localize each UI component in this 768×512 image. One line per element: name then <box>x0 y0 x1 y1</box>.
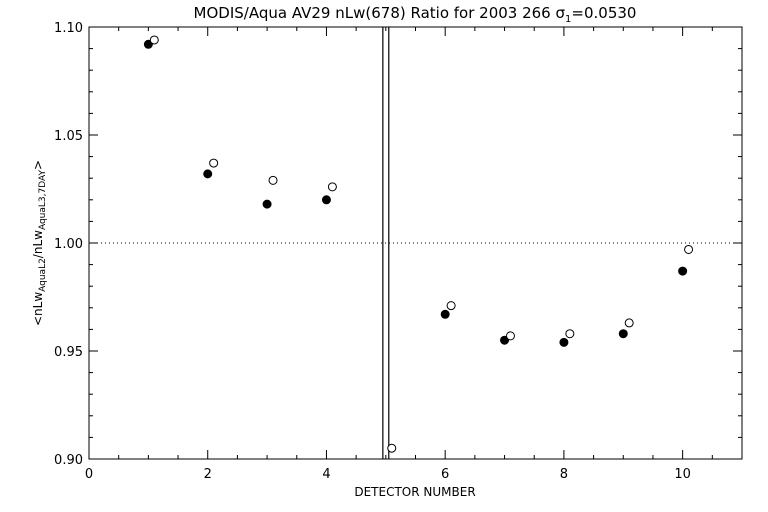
data-point-filled <box>618 329 628 339</box>
y-tick-label: 0.95 <box>54 345 83 360</box>
data-point-open <box>624 318 634 328</box>
data-point-open <box>565 329 575 339</box>
data-point-filled <box>203 169 213 179</box>
chart-title: MODIS/Aqua AV29 nLw(678) Ratio for 2003 … <box>194 4 637 25</box>
data-point-open <box>149 35 159 45</box>
y-axis-title: <nLwAquaL2/nLwAquaL3,7DAY> <box>31 160 48 326</box>
x-tick-label: 6 <box>441 467 449 482</box>
data-point-filled <box>262 199 272 209</box>
y-tick-label: 1.10 <box>54 21 83 36</box>
y-tick-label: 0.90 <box>54 453 83 468</box>
plot-frame <box>88 26 743 460</box>
data-point-filled <box>440 309 450 319</box>
x-tick-label: 2 <box>204 467 212 482</box>
plot-border <box>88 26 743 460</box>
data-point-open <box>387 443 397 453</box>
data-point-open <box>505 331 515 341</box>
data-point-open <box>268 175 278 185</box>
y-tick-label: 1.05 <box>54 129 83 144</box>
x-tick-label: 10 <box>674 467 691 482</box>
data-point-filled <box>321 195 331 205</box>
data-point-filled <box>678 266 688 276</box>
data-point-open <box>446 301 456 311</box>
x-tick-label: 4 <box>322 467 330 482</box>
y-tick-label: 1.00 <box>54 237 83 252</box>
x-tick-label: 8 <box>560 467 568 482</box>
data-point-open <box>327 182 337 192</box>
data-point-filled <box>559 337 569 347</box>
data-point-filled <box>500 335 510 345</box>
x-tick-label: 0 <box>85 467 93 482</box>
x-axis-title: DETECTOR NUMBER <box>354 485 475 499</box>
data-point-filled <box>143 39 153 49</box>
data-point-open <box>209 158 219 168</box>
data-point-open <box>684 244 694 254</box>
